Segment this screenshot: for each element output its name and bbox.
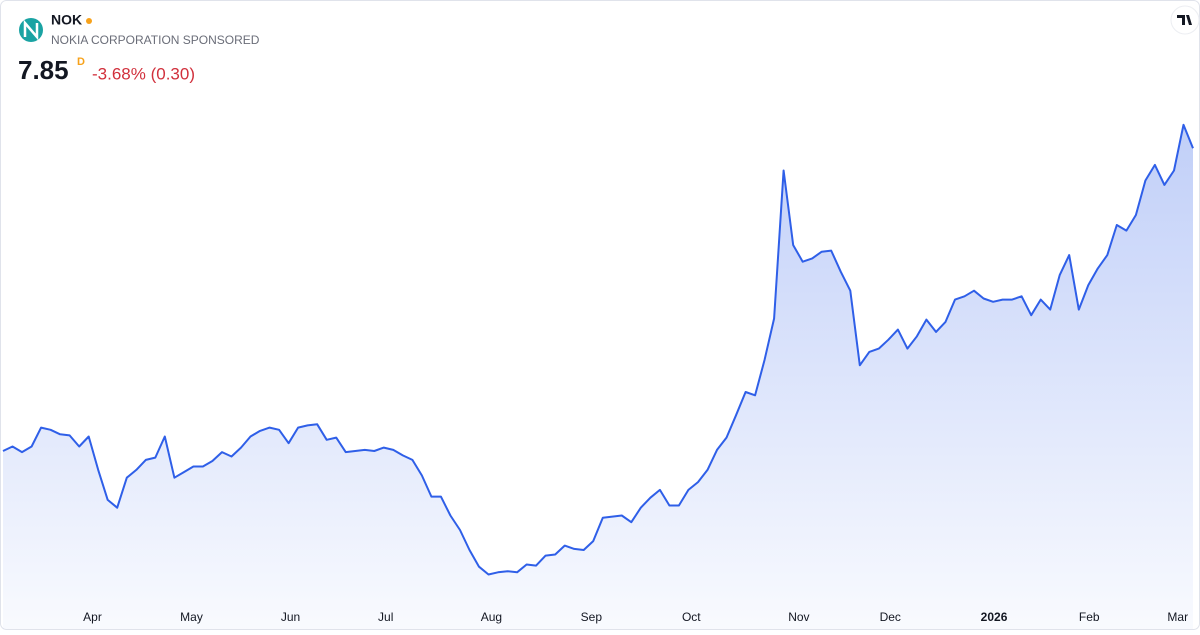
price-line — [2, 123, 1194, 576]
change: -3.68% (0.30) — [92, 64, 195, 83]
symbol: NOK — [51, 12, 82, 28]
x-tick-label: Jul — [378, 610, 393, 624]
tv-logo — [1170, 5, 1200, 35]
x-tick-label: Apr — [83, 610, 102, 624]
x-tick-label: Mar — [1167, 610, 1188, 624]
x-tick-label: Feb — [1079, 610, 1100, 624]
x-tick-label: Oct — [682, 610, 701, 624]
x-tick-label: Dec — [880, 610, 901, 624]
x-tick-label: Sep — [581, 610, 603, 624]
logo — [19, 18, 43, 42]
x-tick-label: May — [180, 610, 203, 624]
interval: D — [77, 56, 85, 68]
x-tick-label: Aug — [481, 610, 502, 624]
x-tick-label: Nov — [788, 610, 809, 624]
x-tick-label: 2026 — [981, 610, 1008, 624]
status-dot — [86, 18, 92, 24]
area-fill — [3, 124, 1193, 630]
price: 7.85 — [18, 55, 69, 85]
company-name: NOKIA CORPORATION SPONSORED — [51, 33, 260, 47]
x-tick-label: Jun — [281, 610, 300, 624]
